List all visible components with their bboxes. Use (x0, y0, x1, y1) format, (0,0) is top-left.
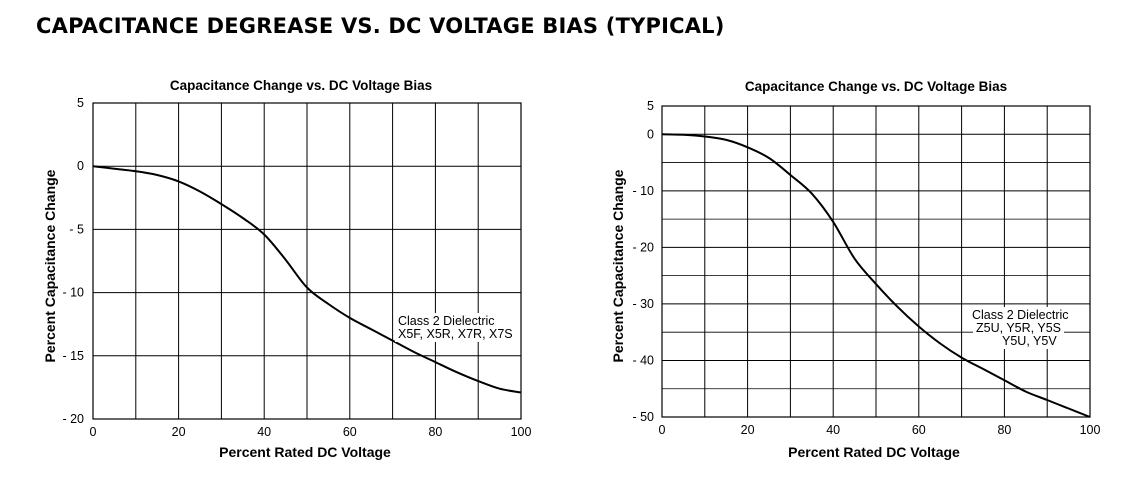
chart-right-ytick-label: - 50 (632, 410, 654, 424)
chart-left-ytick-label: 5 (77, 96, 84, 110)
chart-left-series-line (92, 165, 522, 394)
chart-left-grid (93, 103, 521, 419)
chart-right-frame (661, 105, 1091, 418)
chart-right-plot-frame (661, 105, 1091, 418)
chart-left-ytick-label: - 20 (62, 412, 84, 426)
chart-right-curve-group (661, 133, 1091, 418)
chart-left-frame (92, 102, 522, 420)
chart-right-annotation-backing (973, 320, 1064, 336)
chart-left-xtick-label: 60 (343, 425, 357, 439)
chart-left-xtick-label: 80 (428, 425, 442, 439)
chart-right-ytick-label: - 30 (632, 297, 654, 311)
chart-right-xtick-label: 80 (997, 423, 1011, 437)
chart-left-title: Capacitance Change vs. DC Voltage Bias (170, 78, 432, 93)
chart-right-ytick-label: - 20 (632, 240, 654, 254)
chart-right-xtick-label: 100 (1080, 423, 1101, 437)
chart-right-series-line (661, 133, 1091, 418)
chart-right-ytick-label: - 10 (632, 184, 654, 198)
chart-right-annotation-backing (969, 307, 1072, 323)
chart-left-curve-group (92, 165, 522, 394)
page-title: CAPACITANCE DEGREASE VS. DC VOLTAGE BIAS… (36, 14, 725, 38)
chart-right-xtick-label: 60 (912, 423, 926, 437)
chart-right-ytick-label: 5 (647, 99, 654, 113)
chart-left-ytick-label: - 15 (62, 349, 84, 363)
chart-right-xlabel: Percent Rated DC Voltage (788, 444, 960, 460)
chart-right: 5 0 - 10 - 20 - 30 - 40 - 50 0 20 40 60 80 100 Capa… (610, 79, 1101, 460)
chart-right-xtick-labels: 0 20 40 60 80 100 (659, 423, 1101, 437)
chart-left-annotation-backing (395, 326, 516, 342)
chart-left-ytick-label: - 10 (62, 286, 84, 300)
chart-right-ytick-label: - 40 (632, 353, 654, 367)
chart-left-xtick-labels: 0 20 40 60 80 100 (90, 425, 532, 439)
chart-left-ytick-labels: 5 0 - 5 - 10 - 15 - 20 (62, 96, 84, 426)
chart-left-xlabel: Percent Rated DC Voltage (219, 444, 391, 460)
chart-right-xtick-label: 0 (659, 423, 666, 437)
chart-left-plot-frame (92, 102, 522, 420)
chart-left-xtick-label: 100 (511, 425, 532, 439)
chart-left-xtick-label: 0 (90, 425, 97, 439)
chart-left-xtick-label: 20 (172, 425, 186, 439)
chart-left-ytick-label: 0 (77, 159, 84, 173)
chart-left-annotation-backing (395, 313, 498, 329)
chart-right-xtick-label: 40 (826, 423, 840, 437)
chart-right-ylabel: Percent Capacitance Change (610, 169, 626, 362)
chart-right-ytick-label: 0 (647, 127, 654, 141)
chart-left-xtick-label: 40 (257, 425, 271, 439)
chart-right-title: Capacitance Change vs. DC Voltage Bias (745, 79, 1007, 94)
chart-right-grid (662, 106, 1090, 417)
chart-right-annotation-backing (999, 333, 1061, 349)
chart-right-annotation-line: Class 2 Dielectric (972, 308, 1069, 322)
chart-right-annotation-line: Z5U, Y5R, Y5S (976, 321, 1061, 335)
chart-left-ylabel: Percent Capacitance Change (42, 169, 58, 362)
chart-left: 5 0 - 5 - 10 - 15 - 20 0 20 40 60 80 100 Capacitan… (42, 78, 532, 460)
chart-left-annotation-line: X5F, X5R, X7R, X7S (398, 327, 513, 341)
chart-right-annotation-line: Y5U, Y5V (1002, 334, 1057, 348)
chart-left-ytick-label: - 5 (69, 222, 84, 236)
chart-right-ytick-labels: 5 0 - 10 - 20 - 30 - 40 - 50 (632, 99, 654, 424)
chart-right-xtick-label: 20 (741, 423, 755, 437)
chart-left-annotation-line: Class 2 Dielectric (398, 314, 495, 328)
